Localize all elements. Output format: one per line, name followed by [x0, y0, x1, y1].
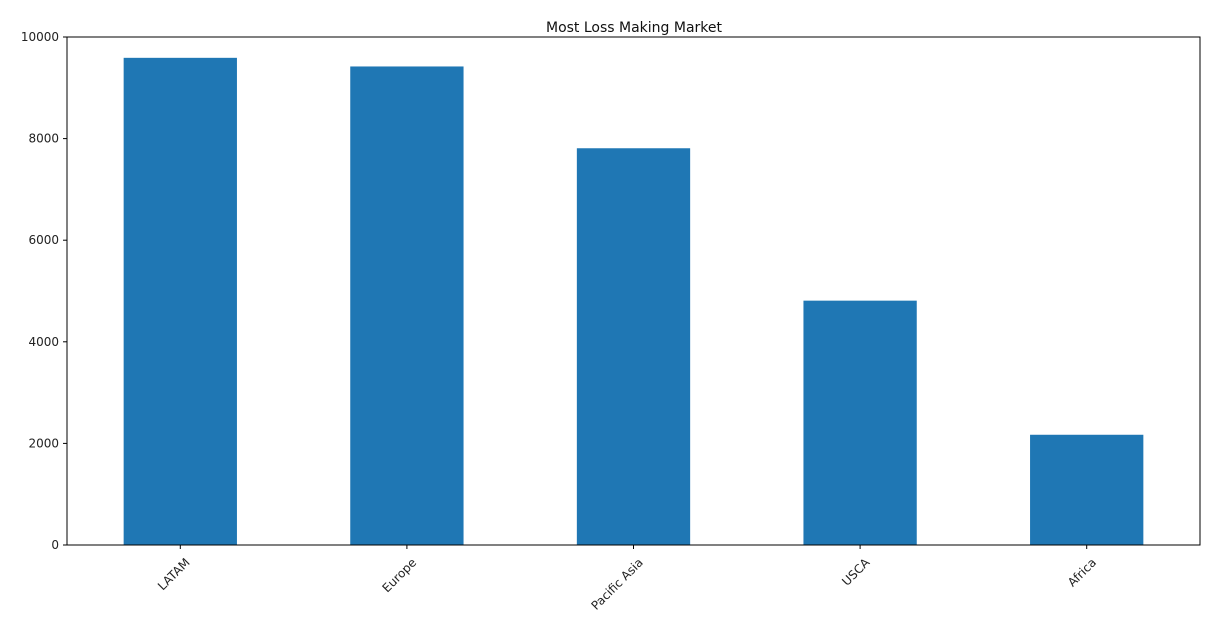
y-axis: 0 2000 4000 6000 8000 10000 — [21, 30, 67, 552]
y-tick-label: 4000 — [28, 335, 59, 349]
bar-europe — [350, 66, 464, 546]
x-axis: LATAM Europe Pacific Asia USCA Africa — [155, 545, 1099, 613]
x-tick-label: USCA — [839, 555, 873, 589]
plot-frame — [66, 36, 1201, 546]
x-tick-label: Europe — [380, 555, 420, 595]
bar-africa — [1030, 434, 1144, 545]
bar-latam — [123, 57, 237, 545]
y-tick-label: 6000 — [28, 233, 59, 247]
y-tick-label: 8000 — [28, 132, 59, 146]
bar-usca — [803, 300, 917, 545]
chart-title: Most Loss Making Market — [546, 20, 723, 36]
x-tick-label: LATAM — [155, 555, 193, 593]
x-tick-label: Africa — [1065, 555, 1099, 589]
bar-pacific-asia — [576, 148, 691, 545]
y-tick-label: 2000 — [28, 436, 59, 450]
x-tick-label: Pacific Asia — [588, 555, 645, 612]
bars — [123, 57, 1144, 546]
y-tick-label: 10000 — [21, 30, 59, 44]
y-tick-label: 0 — [51, 538, 59, 552]
